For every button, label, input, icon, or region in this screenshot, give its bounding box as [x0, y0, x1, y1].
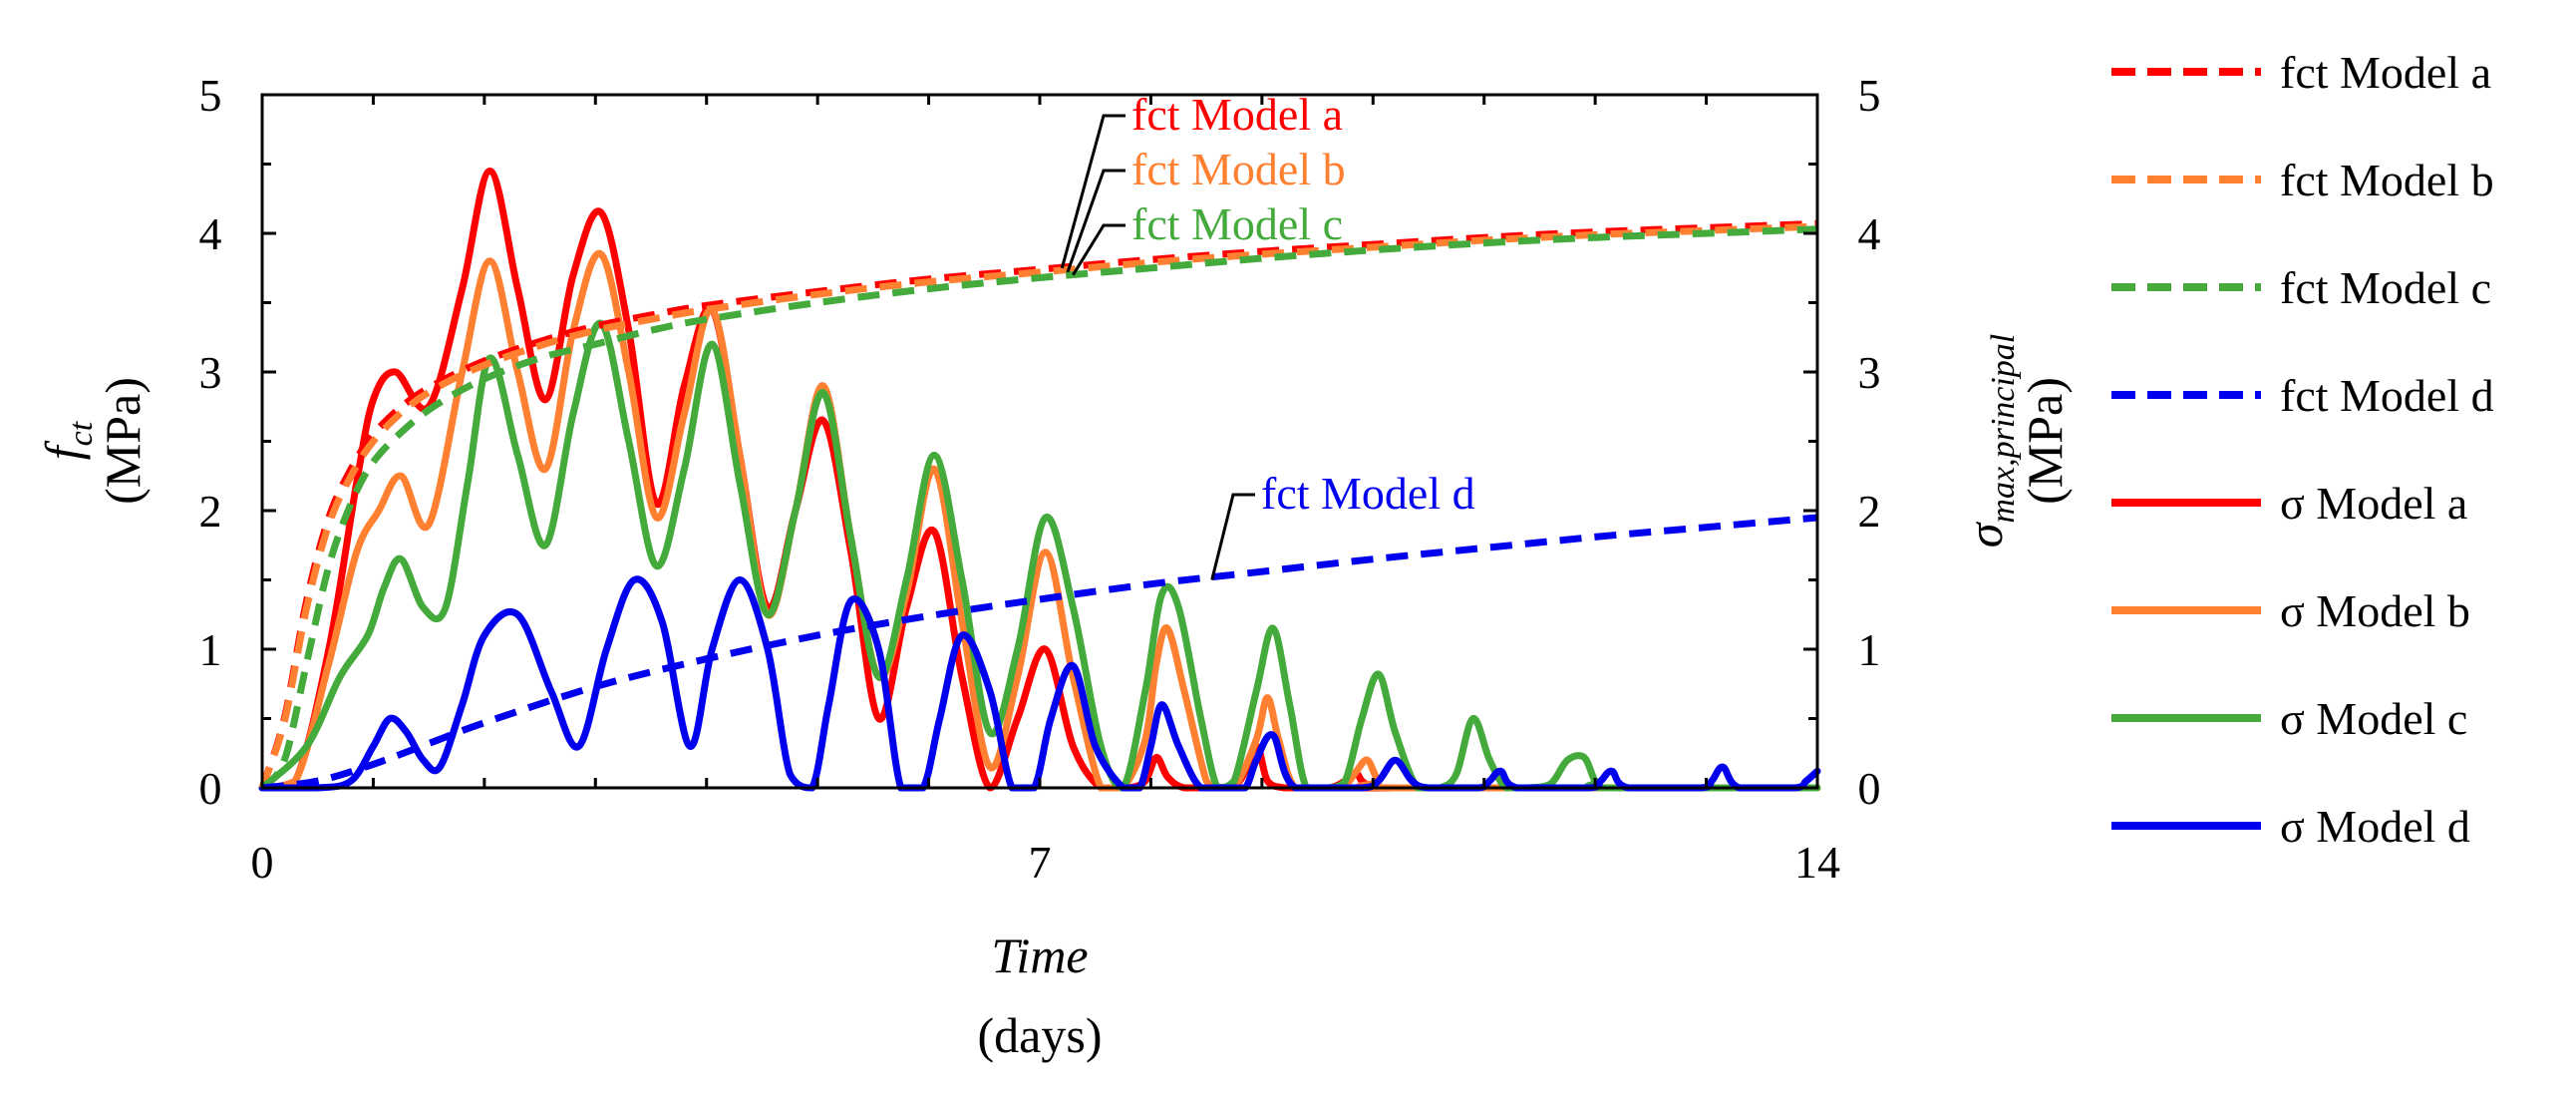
annotation-fct-model-b: fct Model b: [1131, 144, 1346, 194]
x-tick-label: 0: [251, 837, 274, 888]
y-axis-right-unit: (MPa): [2017, 377, 2073, 505]
y-right-tick-label: 5: [1858, 70, 1881, 121]
x-tick-label: 14: [1794, 837, 1840, 888]
y-left-tick-label: 3: [199, 347, 222, 398]
series-line-fct-model-b: [258, 222, 1818, 790]
annotation-fct-model-d: fct Model d: [1261, 468, 1475, 519]
legend-label-fct-model-d: fct Model d: [2280, 370, 2494, 421]
y-right-tick-label: 0: [1858, 763, 1881, 814]
annotation-fct-model-a: fct Model a: [1131, 89, 1343, 140]
legend-label-fct-model-a: fct Model a: [2280, 47, 2491, 98]
y-axis-left-unit: (MPa): [95, 377, 151, 505]
plot-area-border: [260, 93, 1819, 790]
legend: fct Model a fct Model b fct Model c fct Mod…: [2111, 47, 2494, 852]
series-line-fct-model-c: [259, 225, 1818, 791]
x-axis-unit: (days): [978, 1007, 1103, 1063]
y-right-tick-label: 4: [1858, 208, 1881, 259]
legend-label-fct-model-b: fct Model b: [2280, 155, 2494, 205]
annotation-leader-fct-model-d: [1210, 493, 1255, 580]
y-left-tick-label: 1: [199, 624, 222, 675]
legend-label-sigma-model-a: σ Model a: [2280, 478, 2467, 529]
y-left-tick-label: 0: [199, 763, 222, 814]
y-right-tick-label: 1: [1858, 624, 1881, 675]
annotation-fct-model-c: fct Model c: [1131, 198, 1343, 249]
y-left-tick-label: 4: [199, 208, 222, 259]
legend-label-sigma-model-d: σ Model d: [2280, 801, 2470, 852]
y-axis-left-subscript: ct: [63, 420, 100, 446]
x-axis-title: Time: [991, 927, 1088, 983]
series-line-fct-model-d: [261, 514, 1818, 792]
y-axis-right-title: σmax,principal: [1957, 334, 2022, 548]
legend-label-sigma-model-c: σ Model c: [2280, 693, 2467, 744]
series-line-fct-model-a: [258, 219, 1818, 790]
legend-label-sigma-model-b: σ Model b: [2280, 585, 2470, 636]
y-axis-right-subscript: max,principal: [1985, 334, 2022, 524]
legend-label-fct-model-c: fct Model c: [2280, 262, 2491, 313]
annotation-leader-fct-model-a: [1060, 114, 1126, 269]
y-right-tick-label: 3: [1858, 347, 1881, 398]
y-left-tick-label: 2: [199, 486, 222, 537]
y-left-tick-label: 5: [199, 70, 222, 121]
y-right-tick-label: 2: [1858, 486, 1881, 537]
annotation-leader-fct-model-b: [1066, 169, 1126, 273]
y-axis-left-title: fct: [35, 420, 100, 460]
x-tick-label: 7: [1029, 837, 1052, 888]
annotation-leader-fct-model-c: [1072, 223, 1126, 276]
y-axis-right-symbol: σ: [1957, 521, 2013, 548]
